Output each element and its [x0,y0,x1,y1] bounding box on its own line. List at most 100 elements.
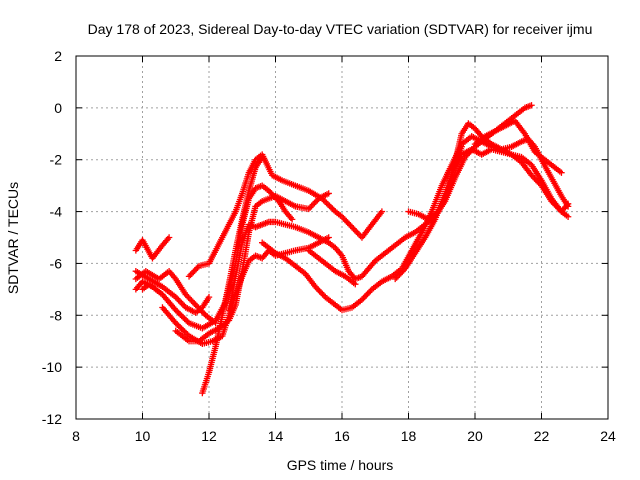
data-point [392,275,399,283]
data-point [182,316,190,324]
data-point [316,288,323,295]
data-point [192,301,199,309]
data-point [185,273,193,280]
data-point [185,294,192,301]
data-point [186,295,194,303]
x-tick-label: 16 [334,428,350,444]
y-tick-label: -12 [42,411,62,427]
data-point [354,229,361,237]
data-point [363,292,370,299]
data-point [196,306,204,313]
data-point [265,187,273,195]
data-point [323,199,330,207]
data-point [190,268,197,276]
data-point [355,231,363,238]
data-point [558,169,565,176]
data-point [329,205,336,212]
data-point [191,267,198,274]
data-point [191,300,198,307]
data-point [259,153,266,161]
data-point [176,298,184,305]
data-point [311,199,318,207]
y-tick-label: -4 [50,204,63,220]
data-point [188,270,196,277]
data-point [155,288,163,296]
x-tick-label: 20 [467,428,483,444]
data-point [344,219,351,226]
data-point [326,202,333,210]
data-point [182,329,190,337]
data-point [361,293,368,300]
data-point [305,205,312,213]
data-point [178,312,185,320]
data-point [320,196,327,204]
series-track-15 [448,146,572,220]
chart-title: Day 178 of 2023, Sidereal Day-to-day VTE… [88,21,593,37]
series-track-1 [132,234,173,262]
data-point [176,324,184,331]
x-tick-label: 14 [268,428,284,444]
series-track-16 [471,117,565,176]
data-point [365,289,373,296]
data-point [193,303,201,310]
series-track-3 [132,268,219,327]
data-point [176,311,184,318]
data-point [181,315,188,322]
data-point [528,102,535,109]
y-tick-label: -8 [50,307,63,323]
y-axis-label: SDTVAR / TECUs [5,182,21,294]
data-point [195,304,202,312]
data-point [317,289,325,296]
data-point [173,295,181,302]
ticks: 8 10 12 14 16 18 20 22 24 -12 -10 -8 -6 -4 -2 0 2 [42,48,616,444]
series-track-12 [305,247,359,288]
y-tick-label: -6 [50,255,63,271]
data-point [178,299,185,307]
data-point [324,201,332,208]
data-point [531,175,538,182]
data-point [350,225,357,232]
data-point [172,319,179,327]
data-point [564,203,572,210]
data-point [341,216,349,223]
data-series [132,102,572,397]
data-point [529,173,537,180]
x-tick-label: 8 [72,428,80,444]
data-point [205,293,213,301]
data-point [394,272,402,280]
data-point [181,328,188,335]
data-point [528,172,535,179]
y-tick-label: -2 [50,152,63,168]
data-point [179,314,187,321]
data-point [175,296,182,304]
data-point [184,318,191,325]
data-point [321,198,329,205]
data-point [188,297,195,304]
x-tick-label: 24 [600,428,616,444]
data-point [175,322,182,330]
data-point [306,204,314,211]
data-point [343,218,350,225]
data-point [288,216,296,223]
data-point [198,307,205,315]
data-point [174,321,181,328]
data-point [187,271,194,279]
data-point [313,285,321,292]
data-point [309,201,317,208]
data-point [360,295,367,302]
series-track-5 [139,280,163,296]
data-point [340,215,347,222]
series-track-9 [199,153,266,397]
y-tick-label: -10 [42,359,62,375]
data-point [318,195,326,202]
data-point [172,293,179,301]
y-tick-label: 0 [54,100,62,116]
data-point [327,204,335,211]
data-point [399,268,406,275]
x-tick-label: 22 [534,428,550,444]
data-point [189,298,197,306]
data-point [312,198,320,205]
data-point [397,269,405,277]
data-point [179,301,187,308]
